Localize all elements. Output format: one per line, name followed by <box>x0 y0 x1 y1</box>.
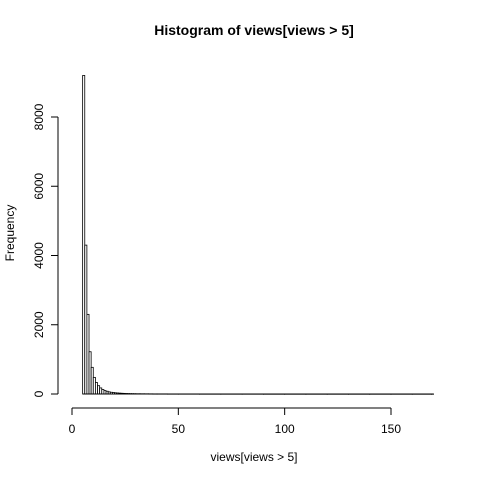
x-tick-label: 0 <box>69 422 76 436</box>
x-tick-label: 100 <box>275 422 295 436</box>
chart-title: Histogram of views[views > 5] <box>154 22 354 38</box>
x-tick-label: 50 <box>172 422 186 436</box>
y-axis: 0 2000 4000 6000 8000 <box>32 103 59 397</box>
x-tick-label: 150 <box>381 422 401 436</box>
x-axis: 0 50 100 150 <box>69 407 401 436</box>
y-tick-label: 6000 <box>32 173 46 200</box>
y-tick-label: 8000 <box>32 103 46 130</box>
y-tick-label: 0 <box>32 390 46 397</box>
bars-group <box>82 75 434 395</box>
y-axis-label: Frequency <box>3 205 17 262</box>
y-tick-label: 2000 <box>32 311 46 338</box>
x-axis-label: views[views > 5] <box>210 450 297 464</box>
y-tick-label: 4000 <box>32 242 46 269</box>
